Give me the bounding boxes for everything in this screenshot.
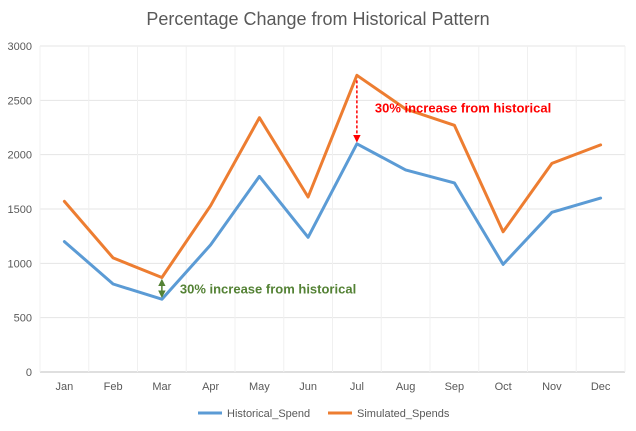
y-axis-ticks: 0 500 1000 1500 2000 2500 3000: [8, 41, 32, 379]
series-lines: [62, 73, 603, 301]
y-tick-label: 1500: [8, 204, 32, 216]
x-tick-label: May: [249, 381, 270, 393]
x-tick-label: Oct: [495, 381, 512, 393]
series-line-simulated-spends: [62, 73, 603, 279]
y-tick-label: 3000: [8, 41, 32, 53]
chart-title: Percentage Change from Historical Patter…: [146, 9, 489, 29]
gridlines: [39, 45, 626, 373]
x-tick-label: Apr: [202, 381, 219, 393]
x-tick-label: Sep: [445, 381, 465, 393]
legend-label: Simulated_Spends: [357, 408, 450, 420]
x-tick-label: Jul: [350, 381, 364, 393]
y-tick-label: 0: [26, 367, 32, 379]
legend: Historical_Spend Simulated_Spends: [198, 408, 450, 420]
y-tick-label: 2000: [8, 150, 32, 162]
x-tick-label: Nov: [542, 381, 562, 393]
x-tick-label: Dec: [591, 381, 611, 393]
annotation-label: 30% increase from historical: [180, 281, 356, 296]
y-tick-label: 500: [14, 313, 32, 325]
x-tick-label: Mar: [152, 381, 171, 393]
x-tick-label: Jan: [56, 381, 74, 393]
y-tick-label: 1000: [8, 258, 32, 270]
y-tick-label: 2500: [8, 95, 32, 107]
x-axis-ticks: Jan Feb Mar Apr May Jun Jul Aug Sep Oct Nov Dec: [56, 381, 611, 393]
legend-label: Historical_Spend: [227, 408, 310, 420]
series-line-historical-spend: [62, 142, 603, 301]
annotation-label: 30% increase from historical: [375, 100, 551, 115]
x-tick-label: Jun: [299, 381, 317, 393]
annotations: 30% increase from historical 30% increase…: [158, 80, 551, 298]
x-tick-label: Feb: [104, 381, 123, 393]
x-tick-label: Aug: [396, 381, 416, 393]
